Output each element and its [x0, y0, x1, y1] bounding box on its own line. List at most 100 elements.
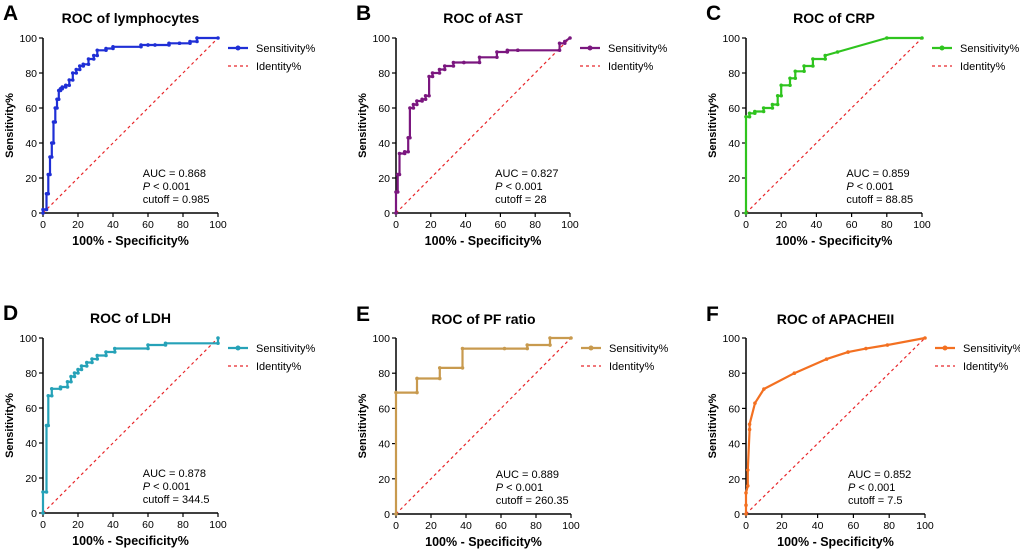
roc-point [63, 83, 68, 88]
roc-point [188, 39, 192, 44]
cutoff-label: cutoff = 260.35 [496, 495, 569, 507]
roc-point [44, 490, 49, 494]
roc-panel-pf-ratio: E ROC of PF ratio 0 20 40 60 80 100 0 20 40 60 80 100… [356, 303, 669, 549]
roc-point [745, 484, 750, 488]
p-symbol: P [143, 481, 151, 493]
y-tick-label: 0 [384, 509, 390, 521]
roc-point [104, 46, 108, 51]
chart-title: ROC of lymphocytes [62, 10, 200, 26]
roc-point [394, 390, 398, 395]
roc-point [49, 393, 54, 398]
roc-point [195, 36, 199, 40]
roc-point [195, 39, 199, 44]
y-tick-label: 20 [378, 474, 390, 486]
roc-point [811, 64, 815, 68]
roc-point [406, 149, 410, 154]
y-tick-label: 100 [19, 33, 37, 45]
p-value: < 0.001 [855, 482, 895, 494]
identity-line [42, 37, 219, 214]
roc-point [745, 468, 750, 472]
roc-point [65, 385, 70, 389]
roc-point [562, 39, 567, 44]
auc-label: AUC = 0.889 [496, 469, 559, 481]
roc-point [84, 364, 89, 368]
p-value-label: P < 0.001 [495, 181, 542, 193]
chart-title: ROC of AST [443, 10, 523, 26]
roc-point [437, 67, 442, 72]
roc-point [462, 60, 466, 65]
panel-letter: C [706, 2, 721, 25]
roc-point [835, 50, 840, 54]
roc-point [41, 490, 45, 494]
roc-point [762, 387, 766, 391]
roc-panel-ast: B ROC of AST 0 20 40 60 80 100 0 20 40 60 80 100 100% … [356, 2, 668, 248]
auc-label: AUC = 0.868 [143, 168, 206, 180]
roc-point [779, 93, 783, 98]
roc-point [460, 366, 465, 370]
roc-point [761, 106, 766, 110]
p-value: < 0.001 [854, 181, 894, 193]
roc-point [397, 172, 402, 177]
chart-title: ROC of CRP [793, 10, 875, 26]
roc-point [76, 371, 80, 375]
y-tick-label: 100 [372, 333, 390, 345]
identity-line [745, 337, 926, 515]
roc-point [779, 83, 783, 88]
identity-line [395, 37, 571, 214]
x-tick-label: 60 [142, 219, 154, 231]
roc-point [525, 346, 530, 351]
x-tick-label: 0 [393, 219, 399, 231]
y-axis-title: Sensitivity% [357, 393, 369, 458]
roc-point [55, 106, 59, 110]
roc-point [72, 374, 77, 379]
roc-point [95, 53, 100, 58]
roc-point [216, 336, 220, 340]
p-value: < 0.001 [503, 482, 543, 494]
roc-point [153, 43, 157, 47]
roc-point [46, 191, 51, 196]
roc-point [846, 350, 850, 354]
y-tick-label: 80 [378, 68, 390, 80]
roc-point [923, 336, 927, 340]
roc-point [420, 97, 424, 102]
identity-line [395, 337, 572, 515]
roc-point [744, 211, 748, 215]
x-tick-label: 0 [743, 520, 749, 532]
panel-letter: E [356, 303, 370, 326]
p-value-label: P < 0.001 [848, 482, 895, 494]
roc-point [104, 350, 108, 354]
y-tick-label: 60 [25, 403, 37, 415]
roc-point [747, 111, 752, 116]
roc-point [793, 76, 798, 81]
roc-point [146, 346, 150, 351]
p-symbol: P [496, 482, 504, 494]
y-tick-label: 40 [378, 439, 390, 451]
roc-point [49, 155, 54, 159]
p-value: < 0.001 [503, 181, 543, 193]
roc-point [525, 343, 530, 347]
roc-point [744, 491, 748, 495]
roc-point [793, 69, 798, 74]
x-tick-label: 40 [460, 520, 472, 532]
chart-title: ROC of LDH [90, 310, 171, 326]
roc-point [502, 346, 507, 351]
roc-point [451, 60, 456, 65]
roc-point [885, 36, 889, 40]
legend-marker [587, 45, 593, 51]
roc-point [505, 48, 510, 53]
y-tick-label: 0 [31, 208, 37, 220]
roc-point [548, 336, 552, 340]
roc-point [415, 376, 419, 381]
legend-label-sensitivity: Sensitivity% [963, 343, 1020, 355]
x-tick-label: 0 [743, 219, 749, 231]
y-tick-label: 0 [734, 208, 740, 220]
roc-point [423, 97, 428, 102]
roc-point [753, 109, 757, 114]
roc-curve [394, 336, 571, 514]
roc-point [163, 341, 168, 346]
roc-point [442, 64, 447, 68]
roc-point [770, 102, 775, 107]
roc-point [495, 55, 499, 60]
roc-point [770, 106, 775, 110]
y-tick-label: 40 [728, 138, 740, 150]
